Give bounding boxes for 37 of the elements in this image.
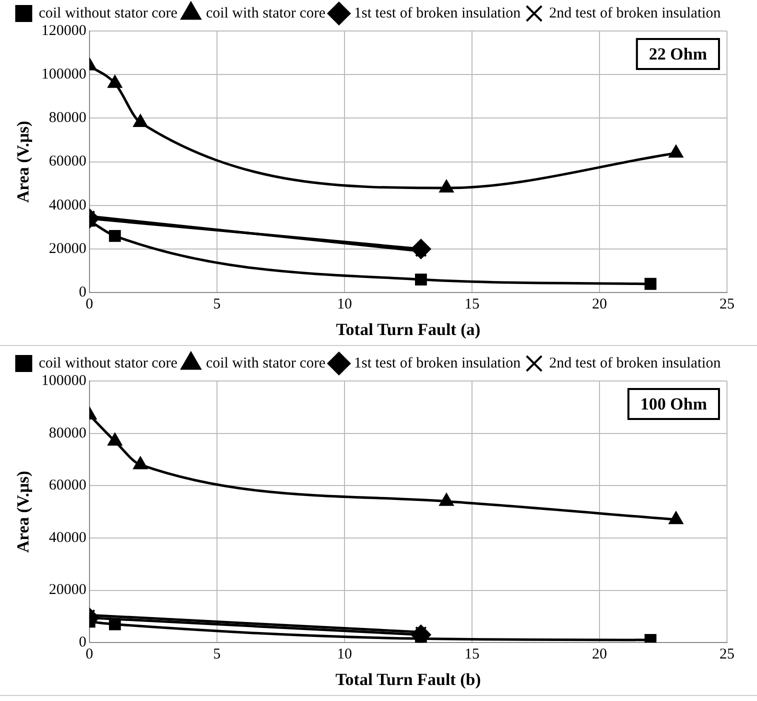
y-tick-label: 20000 [48, 582, 86, 598]
legend-label: 1st test of broken insulation [354, 355, 522, 372]
y-tick-label: 60000 [48, 154, 86, 170]
y-axis-title: Area (V.µs) [14, 120, 33, 203]
x-axis-title: Total Turn Fault (a) [336, 320, 480, 340]
y-tick-label: 20000 [48, 240, 86, 257]
x-tick-label: 15 [464, 646, 480, 663]
x-tick-label: 5 [213, 646, 221, 663]
y-tick-label: 40000 [48, 197, 86, 214]
y-tick-label: 80000 [48, 110, 86, 126]
x-tick-label: 5 [213, 296, 221, 313]
x-tick-label: 10 [336, 646, 352, 663]
legend-label: coil without stator core [38, 5, 178, 22]
annotation: 100 Ohm [640, 394, 707, 414]
x-axis-title: Total Turn Fault (b) [336, 670, 481, 690]
y-tick-label: 100000 [41, 66, 86, 83]
annotation: 22 Ohm [648, 44, 707, 64]
legend-label: coil with stator core [206, 355, 326, 372]
y-axis-title: Area (V.µs) [14, 470, 33, 553]
y-tick-label: 60000 [48, 478, 86, 494]
x-tick-label: 15 [464, 296, 480, 313]
legend-label: 1st test of broken insulation [354, 5, 522, 22]
y-tick-label: 120000 [41, 22, 86, 39]
y-tick-label: 40000 [48, 530, 86, 546]
y-tick-label: 0 [78, 284, 86, 301]
x-tick-label: 25 [720, 296, 734, 313]
x-tick-label: 10 [336, 296, 352, 313]
legend-label: 2nd test of broken insulation [549, 355, 722, 372]
x-tick-label: 20 [592, 646, 607, 663]
y-tick-label: 0 [78, 634, 86, 651]
x-tick-label: 20 [592, 296, 607, 313]
x-tick-label: 25 [720, 646, 734, 663]
legend-label: coil with stator core [206, 5, 326, 22]
y-tick-label: 80000 [48, 425, 86, 442]
y-tick-label: 100000 [41, 372, 86, 389]
legend-label: coil without stator core [38, 355, 178, 372]
legend-label: 2nd test of broken insulation [549, 5, 722, 22]
